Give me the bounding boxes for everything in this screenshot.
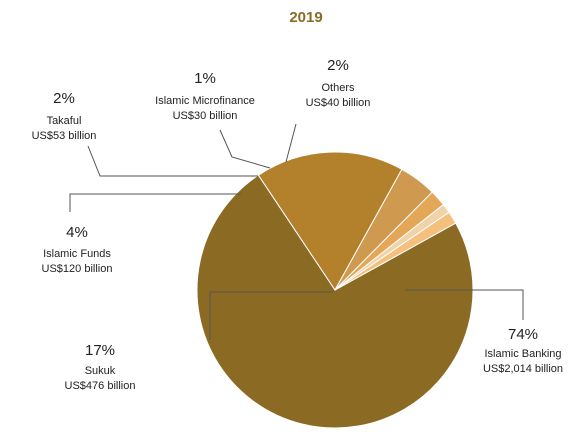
slice-label-microfinance-value: US$30 billion [173,110,238,122]
slice-label-islamic-banking-name: Islamic Banking [484,348,561,360]
slice-label-others-name: Others [321,82,355,94]
slice-label-sukuk-percent: 17% [85,342,115,359]
slice-label-islamic-funds-percent: 4% [66,224,88,241]
leader-line-islamic-funds [69,193,241,212]
slice-label-takaful-value: US$53 billion [32,130,97,142]
chart-title: 2019 [289,9,322,26]
slice-label-others-value: US$40 billion [306,97,371,109]
slice-label-islamic-funds-value: US$120 billion [42,263,113,275]
slice-label-sukuk-name: Sukuk [85,365,116,377]
slice-label-takaful-percent: 2% [53,90,75,107]
leader-line-others [285,123,297,163]
slice-label-islamic-banking-value: US$2,014 billion [483,363,563,375]
slice-label-others-percent: 2% [327,57,349,74]
pie-slice-others [334,211,457,291]
slice-label-islamic-funds-name: Islamic Funds [43,248,111,260]
slice-label-sukuk-value: US$476 billion [65,380,136,392]
slice-label-takaful-name: Takaful [47,115,82,127]
pie-slice-islamic-banking [196,174,474,429]
slice-label-microfinance-percent: 1% [194,70,216,87]
leader-line-islamic-banking [405,289,524,320]
leader-lines [69,123,524,340]
pie-slice-sukuk [257,151,403,291]
pie-slices [196,151,474,429]
leader-line-microfinance [219,129,271,169]
leader-line-sukuk [209,291,333,340]
slice-label-islamic-banking-percent: 74% [508,326,538,343]
leader-line-takaful [87,145,258,177]
slice-label-microfinance-name: Islamic Microfinance [155,95,255,107]
